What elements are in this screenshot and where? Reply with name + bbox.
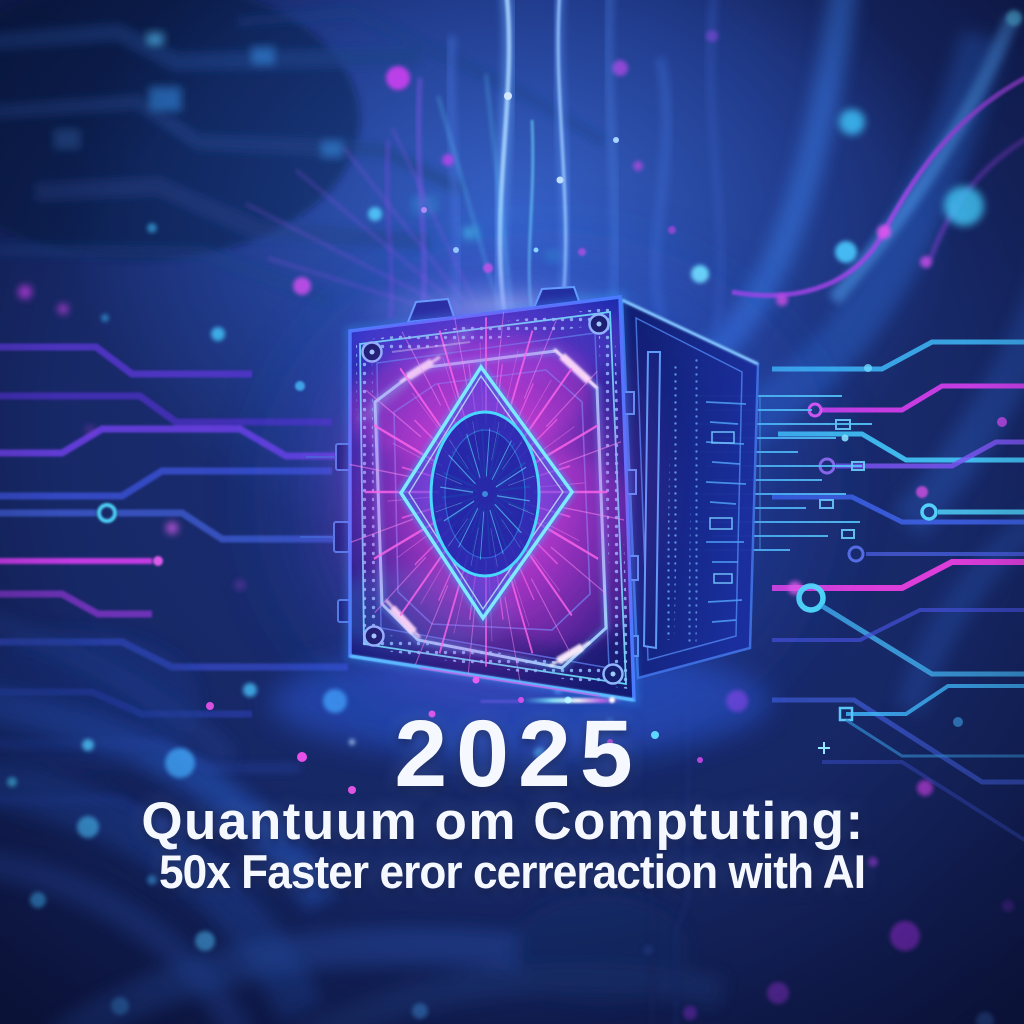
year-text: 2025	[394, 701, 642, 807]
subheadline-text: 50x Faster eror cerreraction with AI	[158, 845, 866, 898]
headline-text: Quantuum om Comptuting:	[141, 792, 865, 851]
